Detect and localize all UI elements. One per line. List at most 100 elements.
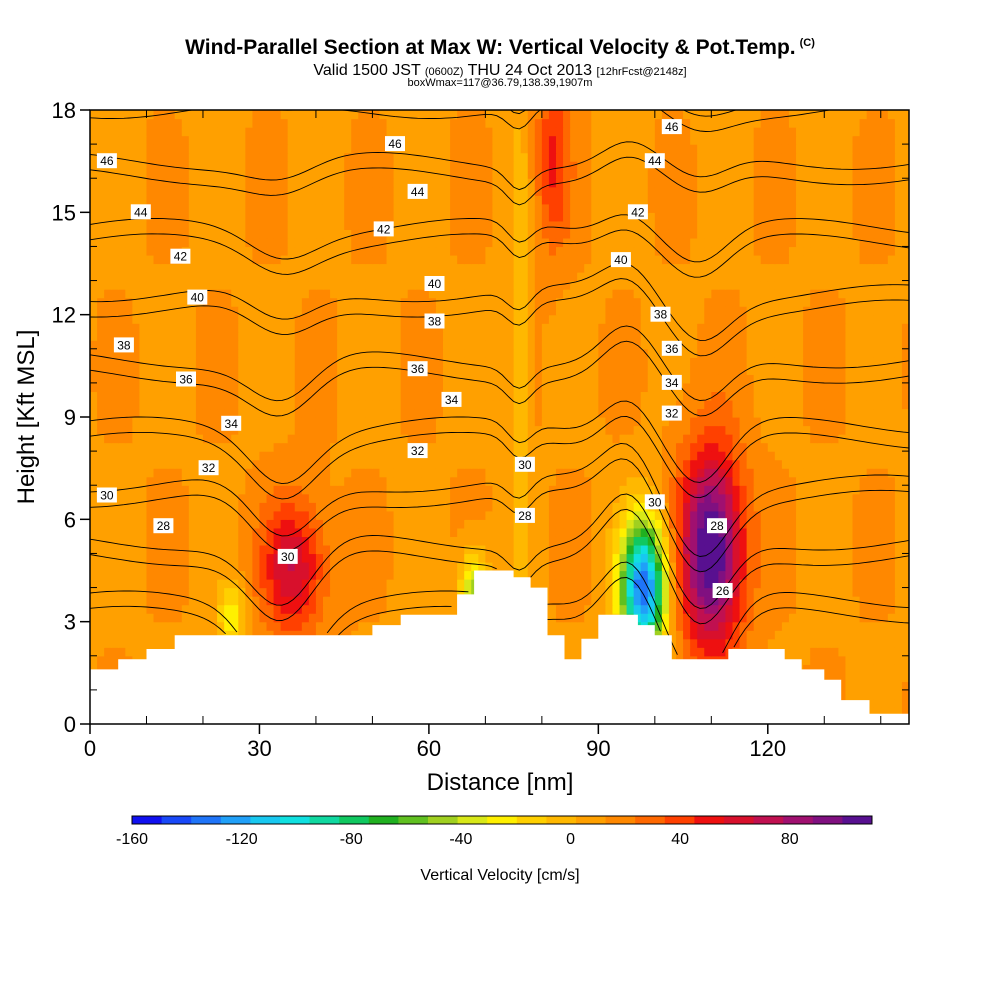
- field-cell: [393, 536, 402, 546]
- field-cell: [725, 553, 734, 563]
- field-cell: [372, 382, 381, 393]
- field-cell: [153, 561, 162, 572]
- field-cell: [125, 468, 133, 478]
- field-cell: [393, 519, 402, 529]
- field-cell: [767, 638, 776, 648]
- field-cell: [711, 502, 719, 512]
- chart-title-text: Wind-Parallel Section at Max W: Vertical…: [185, 36, 796, 59]
- field-cell: [718, 485, 727, 495]
- field-cell: [132, 561, 141, 572]
- field-cell: [647, 604, 656, 614]
- field-cell: [259, 621, 268, 631]
- field-cell: [125, 493, 133, 503]
- field-cell: [746, 476, 755, 486]
- field-cell: [852, 579, 861, 589]
- field-cell: [661, 417, 670, 427]
- field-cell: [873, 613, 882, 623]
- field-cell: [753, 459, 762, 469]
- field-cell: [125, 527, 133, 537]
- field-cell: [753, 382, 762, 393]
- field-cell: [788, 459, 797, 469]
- field-cell: [774, 587, 783, 597]
- field-cell: [245, 468, 253, 478]
- field-cell: [315, 425, 324, 435]
- field-cell: [654, 459, 663, 469]
- field-cell: [541, 527, 550, 537]
- field-cell: [315, 596, 324, 606]
- field-cell: [435, 587, 444, 597]
- field-cell: [238, 579, 246, 589]
- field-cell: [238, 544, 246, 555]
- field-cell: [845, 681, 854, 691]
- field-cell: [280, 561, 289, 572]
- field-cell: [351, 553, 359, 563]
- field-cell: [654, 544, 663, 555]
- field-cell: [739, 536, 748, 546]
- field-cell: [379, 536, 388, 546]
- field-cell: [732, 399, 741, 410]
- field-cell: [118, 621, 126, 631]
- field-cell: [301, 613, 310, 623]
- field-cell: [838, 468, 847, 478]
- field-cell: [195, 357, 204, 367]
- field-cell: [414, 399, 423, 410]
- field-cell: [774, 399, 783, 410]
- field-cell: [365, 536, 374, 546]
- field-cell: [464, 510, 472, 520]
- field-cell: [527, 365, 536, 375]
- field-cell: [506, 382, 515, 393]
- field-cell: [111, 434, 119, 444]
- field-cell: [690, 647, 698, 657]
- field-cell: [781, 536, 790, 546]
- field-cell: [598, 374, 606, 384]
- field-cell: [245, 553, 253, 563]
- field-cell: [506, 451, 515, 461]
- field-cell: [894, 544, 903, 555]
- field-cell: [852, 425, 861, 435]
- field-cell: [224, 451, 232, 461]
- field-cell: [181, 382, 190, 393]
- field-cell: [753, 638, 762, 648]
- field-cell: [880, 681, 889, 691]
- field-cell: [337, 596, 345, 606]
- field-cell: [90, 655, 98, 665]
- field-cell: [831, 510, 839, 520]
- field-cell: [210, 408, 218, 418]
- field-cell: [852, 561, 861, 572]
- field-cell: [160, 382, 169, 393]
- field-cell: [393, 570, 402, 580]
- field-cell: [894, 681, 903, 691]
- field-cell: [407, 374, 416, 384]
- field-cell: [824, 630, 832, 640]
- field-cell: [450, 604, 458, 614]
- field-cell: [767, 425, 776, 435]
- field-cell: [513, 391, 522, 401]
- field-cell: [337, 476, 345, 486]
- field-cell: [732, 357, 741, 367]
- field-cell: [753, 527, 762, 537]
- field-cell: [139, 596, 148, 606]
- field-cell: [266, 527, 275, 537]
- field-cell: [400, 544, 409, 555]
- field-cell: [591, 399, 599, 410]
- field-cell: [527, 519, 536, 529]
- field-cell: [358, 570, 366, 580]
- field-cell: [181, 579, 190, 589]
- field-cell: [224, 587, 232, 597]
- field-cell: [534, 502, 543, 512]
- field-cell: [859, 493, 868, 503]
- field-cell: [873, 468, 882, 478]
- field-cell: [435, 502, 444, 512]
- field-cell: [386, 434, 395, 444]
- field-cell: [746, 374, 755, 384]
- field-cell: [315, 451, 324, 461]
- field-cell: [810, 382, 818, 393]
- field-cell: [598, 357, 606, 367]
- field-cell: [104, 604, 112, 614]
- field-cell: [217, 468, 225, 478]
- field-cell: [817, 434, 825, 444]
- field-cell: [195, 613, 204, 623]
- field-cell: [90, 485, 98, 495]
- field-cell: [894, 672, 903, 682]
- field-cell: [365, 604, 374, 614]
